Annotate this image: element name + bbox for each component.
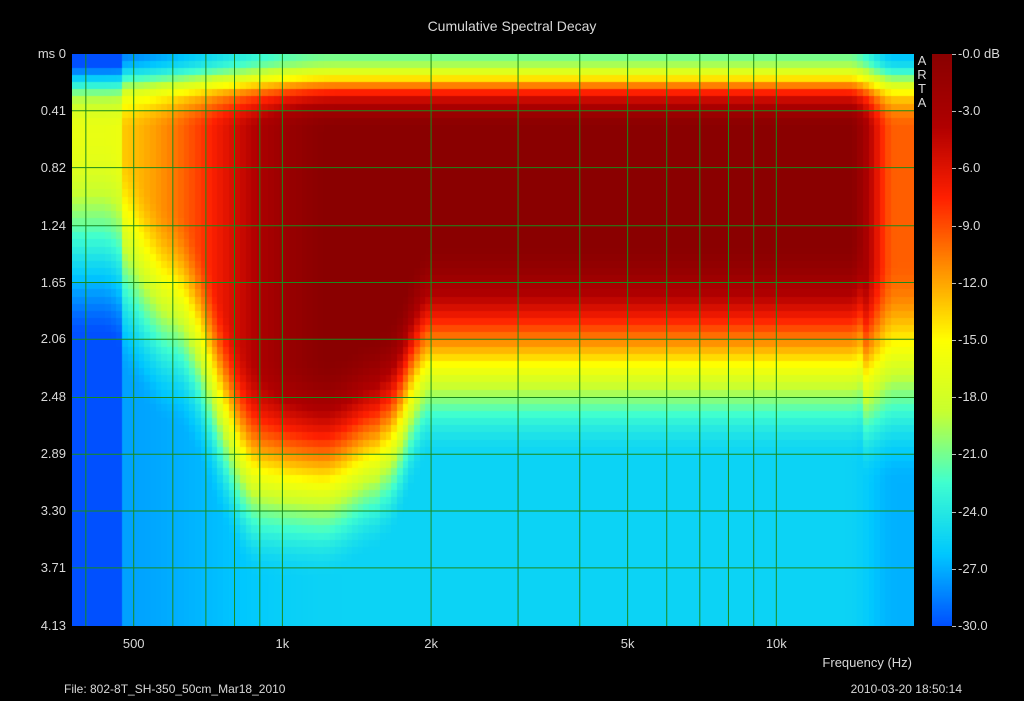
y-tick-label: 0.82	[40, 159, 66, 175]
y-tick-label: 4.13	[40, 618, 66, 633]
colorbar-tick-label: -0.0 dB	[958, 46, 1000, 61]
y-tick-label: 1.24	[40, 217, 66, 233]
colorbar	[932, 54, 952, 626]
y-tick-label: 3.71	[40, 559, 66, 575]
x-tick-label: 10k	[765, 636, 787, 651]
colorbar-tick-label: -9.0	[958, 217, 981, 233]
watermark-text: ARTA	[917, 53, 927, 110]
x-axis-title: Frequency (Hz)	[822, 655, 912, 670]
y-tick-label: 3.30	[40, 503, 66, 519]
colorbar-tick	[952, 111, 956, 113]
colorbar-tick	[952, 282, 956, 284]
timestamp: 2010-03-20 18:50:14	[850, 682, 962, 696]
y-tick-label: 2.06	[40, 331, 66, 347]
x-tick-label: 1k	[275, 636, 290, 651]
y-tick-label: 1.65	[40, 274, 66, 290]
colorbar-tick	[952, 568, 956, 570]
colorbar-tick-label: -3.0	[958, 103, 981, 119]
colorbar-tick	[952, 168, 956, 170]
colorbar-tick-label: -12.0	[958, 274, 988, 290]
x-tick-label: 2k	[424, 636, 438, 651]
colorbar-tick-label: -27.0	[958, 560, 988, 576]
heatmap-canvas	[72, 54, 914, 626]
colorbar-tick-label: -15.0	[958, 332, 988, 347]
colorbar-tick-label: -30.0	[958, 618, 988, 633]
grid-lines	[72, 54, 914, 626]
colorbar-tick	[952, 626, 956, 627]
colorbar-tick-label: -21.0	[958, 446, 988, 462]
colorbar-tick-label: -18.0	[958, 389, 988, 405]
y-tick-label: 2.89	[40, 446, 66, 462]
colorbar-tick-label: -24.0	[958, 503, 988, 519]
arta-watermark: ARTA	[916, 54, 928, 110]
y-tick-label: ms 0	[37, 46, 66, 61]
colorbar-tick	[952, 54, 956, 55]
colorbar-tick	[952, 454, 956, 456]
y-tick-label: 2.48	[40, 389, 66, 405]
x-tick-label: 5k	[620, 636, 635, 651]
chart-title: Cumulative Spectral Decay	[427, 18, 597, 34]
plot-area	[72, 54, 914, 626]
colorbar-tick	[952, 225, 956, 227]
colorbar-tick	[952, 511, 956, 513]
file-name: File: 802-8T_SH-350_50cm_Mar18_2010	[64, 682, 286, 696]
x-tick-label: 500	[122, 636, 145, 651]
colorbar-tick	[952, 397, 956, 399]
y-tick-label: 0.41	[40, 102, 66, 118]
colorbar-tick-label: -6.0	[958, 160, 981, 176]
colorbar-tick	[952, 340, 956, 341]
